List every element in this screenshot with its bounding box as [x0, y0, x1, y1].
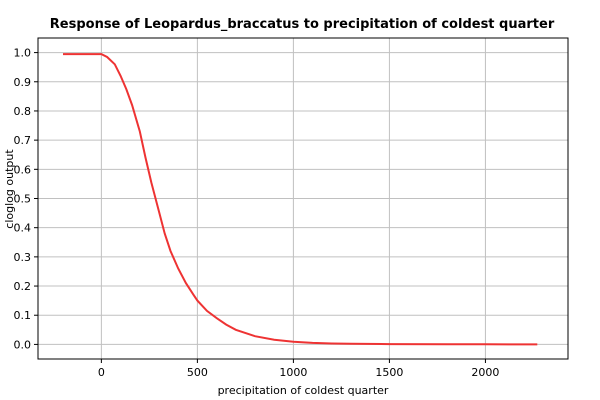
grid — [38, 38, 568, 359]
y-tick-label: 0.8 — [14, 105, 32, 118]
y-tick-label: 0.3 — [14, 251, 32, 264]
series-layer — [63, 53, 538, 346]
x-tick-label: 0 — [98, 366, 105, 379]
tick-layer: 0 500 1000 1500 2000 0.0 0.1 0.2 0.3 0.4 0.5 0.6 0.7… — [14, 47, 500, 379]
response-curve — [63, 53, 538, 346]
x-tick-label: 1000 — [279, 366, 307, 379]
y-tick-label: 1.0 — [14, 47, 32, 60]
x-tick-label: 1500 — [375, 366, 403, 379]
y-tick-label: 0.4 — [14, 222, 32, 235]
y-tick-label: 0.9 — [14, 76, 32, 89]
y-tick-label: 0.6 — [14, 163, 32, 176]
y-tick-label: 0.1 — [14, 309, 32, 322]
x-tick-label: 500 — [187, 366, 208, 379]
y-tick-label: 0.7 — [14, 134, 32, 147]
y-axis-label: cloglog output — [3, 149, 16, 229]
x-tick-label: 2000 — [471, 366, 499, 379]
chart-title: Response of Leopardus_braccatus to preci… — [50, 17, 555, 32]
x-axis-label: precipitation of coldest quarter — [218, 384, 389, 397]
y-tick-label: 0.5 — [14, 193, 32, 206]
y-tick-label: 0.0 — [14, 338, 32, 351]
y-tick-label: 0.2 — [14, 280, 32, 293]
